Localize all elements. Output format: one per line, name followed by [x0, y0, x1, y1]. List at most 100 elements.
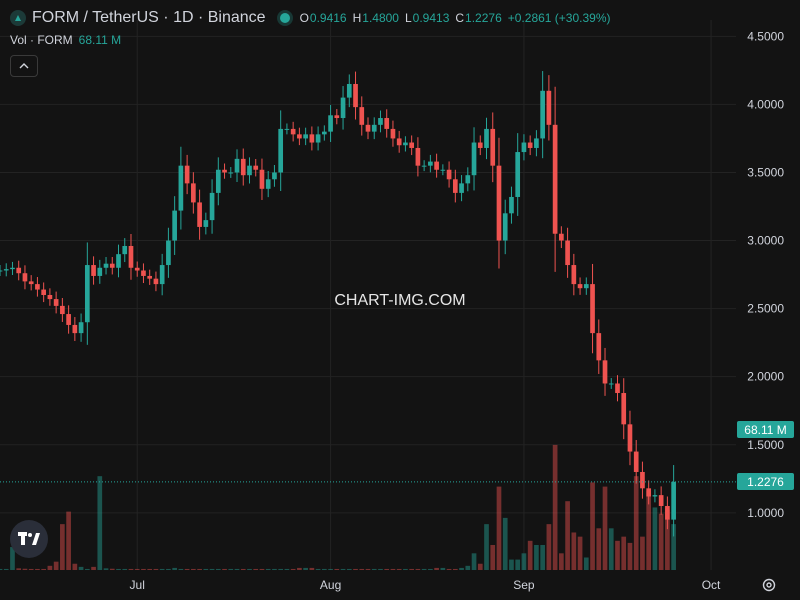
volume-bar [421, 568, 427, 570]
candle-body [509, 196, 514, 214]
volume-bar [134, 568, 140, 570]
candle-body [477, 142, 483, 148]
collapse-legend-button[interactable] [10, 55, 38, 77]
volume-bar [428, 568, 433, 570]
candle-body [471, 142, 477, 176]
volume-bar [590, 482, 595, 570]
volume-bar [103, 568, 109, 570]
x-tick-label: Aug [320, 578, 341, 592]
volume-bar [471, 553, 477, 570]
high-label: H [352, 11, 362, 25]
candle-body [109, 263, 115, 268]
candle-body [440, 169, 446, 171]
candle-body [640, 471, 645, 489]
volume-bar [290, 568, 296, 570]
candle-body [465, 175, 471, 184]
volume-bar [527, 540, 533, 570]
candle-body [141, 270, 146, 276]
time-axis[interactable]: Jul Aug Sep Oct [130, 578, 722, 592]
volume-bar [315, 568, 321, 570]
candle-body [571, 265, 577, 285]
candle-body [322, 131, 327, 135]
candle-body [534, 138, 539, 148]
volume-bar [571, 532, 577, 570]
volume-bar [378, 568, 383, 570]
candle-body [384, 118, 390, 129]
candle-body [41, 289, 46, 295]
candle-body [371, 124, 377, 132]
candle-body [646, 488, 652, 497]
y-tick-label: 4.0000 [747, 97, 784, 111]
candle-body [78, 322, 84, 334]
volume-bar [3, 568, 9, 570]
volume-bar [384, 568, 390, 570]
volume-bar [415, 568, 421, 570]
ohlc-values: O0.9416 H1.4800 L0.9413 C1.2276 +0.2861 … [300, 11, 611, 25]
candle-body [565, 240, 570, 266]
volume-bar [91, 566, 96, 570]
volume-bar [452, 568, 458, 570]
volume-bar [259, 568, 265, 570]
market-status-dot [279, 13, 290, 23]
volume-bar [371, 568, 377, 570]
candle-body [290, 128, 296, 135]
volume-bar [10, 547, 15, 570]
candle-body [415, 147, 421, 166]
x-tick-label: Jul [130, 578, 145, 592]
tradingview-logo-icon[interactable] [10, 520, 48, 558]
candle-body [72, 324, 78, 334]
candle-body [490, 128, 496, 166]
candle-body [315, 134, 321, 143]
volume-bar [66, 511, 71, 570]
volume-bar [265, 568, 271, 570]
volume-bar [565, 501, 570, 570]
watermark: CHART-IMG.COM [334, 292, 465, 309]
volume-bar [184, 568, 190, 570]
candle-body [671, 481, 676, 520]
candle-body [116, 254, 121, 268]
candle-body [60, 305, 65, 315]
candle-body [253, 165, 259, 170]
x-tick-label: Oct [702, 578, 721, 592]
volume-bar [41, 568, 46, 570]
candle-body [452, 179, 458, 193]
candle-body [28, 281, 34, 285]
candle-body [559, 233, 564, 241]
candle-body [272, 172, 277, 180]
volume-bar [490, 544, 496, 570]
gear-icon[interactable] [760, 576, 778, 594]
volume-bar [247, 568, 252, 570]
candle-body [365, 124, 371, 132]
volume-bar [640, 536, 645, 570]
volume-bar [203, 568, 209, 570]
volume-bar [390, 568, 396, 570]
candle-body [540, 90, 545, 139]
volume-bar [147, 568, 153, 570]
candle-body [309, 134, 315, 143]
volume-bar [109, 568, 115, 570]
y-tick-label: 3.5000 [747, 165, 784, 179]
volume-bar [222, 568, 227, 570]
price-axis[interactable]: 4.5000 4.0000 3.5000 3.0000 2.5000 2.0000 1.50… [747, 29, 784, 519]
candle-body [265, 179, 271, 189]
candle-body [627, 424, 633, 452]
volume-bar [191, 568, 196, 570]
volume-bar [28, 568, 34, 570]
volume-bar [72, 563, 78, 570]
volume-bar [84, 568, 90, 570]
volume-bar [116, 568, 121, 570]
volume-bar [178, 568, 184, 570]
candle-body [103, 263, 109, 268]
volume-bar [477, 563, 483, 570]
candle-body [403, 142, 408, 146]
symbol-title[interactable]: FORM / TetherUS · 1D · Binance [32, 9, 266, 26]
candle-body [590, 284, 595, 334]
candle-body [428, 161, 433, 166]
volume-bar [272, 568, 277, 570]
volume-bar [60, 524, 65, 570]
volume-bar [621, 536, 627, 570]
candle-body [434, 161, 439, 170]
volume-bar [284, 568, 290, 570]
candle-body [552, 124, 558, 234]
